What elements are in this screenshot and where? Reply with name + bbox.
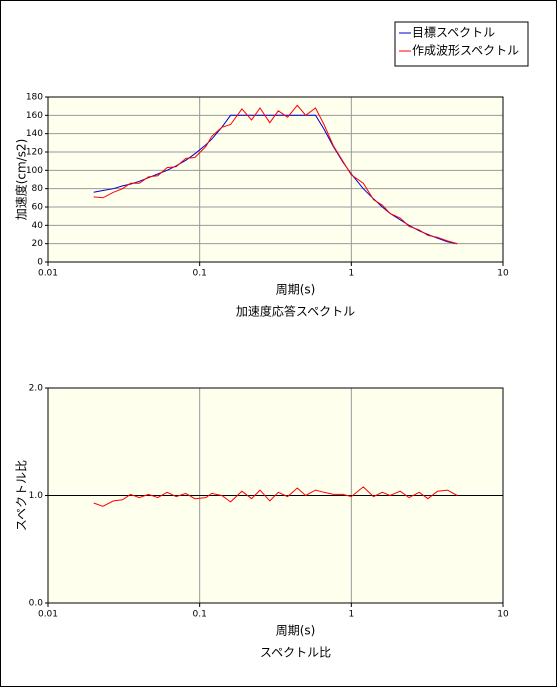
- y-tick-label: 2.0: [29, 384, 44, 394]
- x-tick-label: 10: [497, 269, 509, 279]
- y-tick-label: 160: [26, 111, 43, 121]
- y-tick-label: 0.0: [29, 599, 44, 609]
- y-tick-label: 80: [32, 184, 44, 194]
- legend-box: [394, 21, 529, 67]
- y-tick-label: 100: [26, 166, 43, 176]
- plot-border: [47, 387, 504, 604]
- legend-label: 作成波形スペクトル: [412, 44, 519, 58]
- x-tick-label: 1: [348, 269, 354, 279]
- y-tick-label: 120: [26, 148, 43, 158]
- y-tick-label: 40: [32, 221, 44, 231]
- y-axis-label: スペクトル比: [15, 460, 29, 531]
- x-tick-label: 0.1: [193, 610, 207, 620]
- plot-border: [47, 96, 504, 263]
- y-axis-label: 加速度(cm/s2): [14, 139, 29, 221]
- y-tick-label: 1.0: [29, 491, 44, 501]
- x-tick-label: 1: [348, 610, 354, 620]
- chart-title: 加速度応答スペクトル: [236, 304, 355, 319]
- series-line: [93, 486, 458, 507]
- x-tick-label: 0.1: [193, 269, 207, 279]
- x-tick-label: 0.01: [38, 610, 58, 620]
- chart-title: スペクトル比: [260, 646, 331, 660]
- x-axis-label: 周期(s): [276, 624, 316, 638]
- x-axis-label: 周期(s): [276, 283, 316, 297]
- y-tick-label: 60: [32, 203, 44, 213]
- legend-label: 目標スペクトル: [412, 26, 495, 40]
- series-line: [93, 104, 458, 245]
- y-tick-label: 180: [26, 93, 43, 103]
- y-tick-label: 0: [37, 258, 43, 268]
- x-tick-label: 0.01: [38, 269, 58, 279]
- y-tick-label: 140: [26, 129, 43, 139]
- x-tick-label: 10: [497, 610, 509, 620]
- y-tick-label: 20: [32, 239, 44, 249]
